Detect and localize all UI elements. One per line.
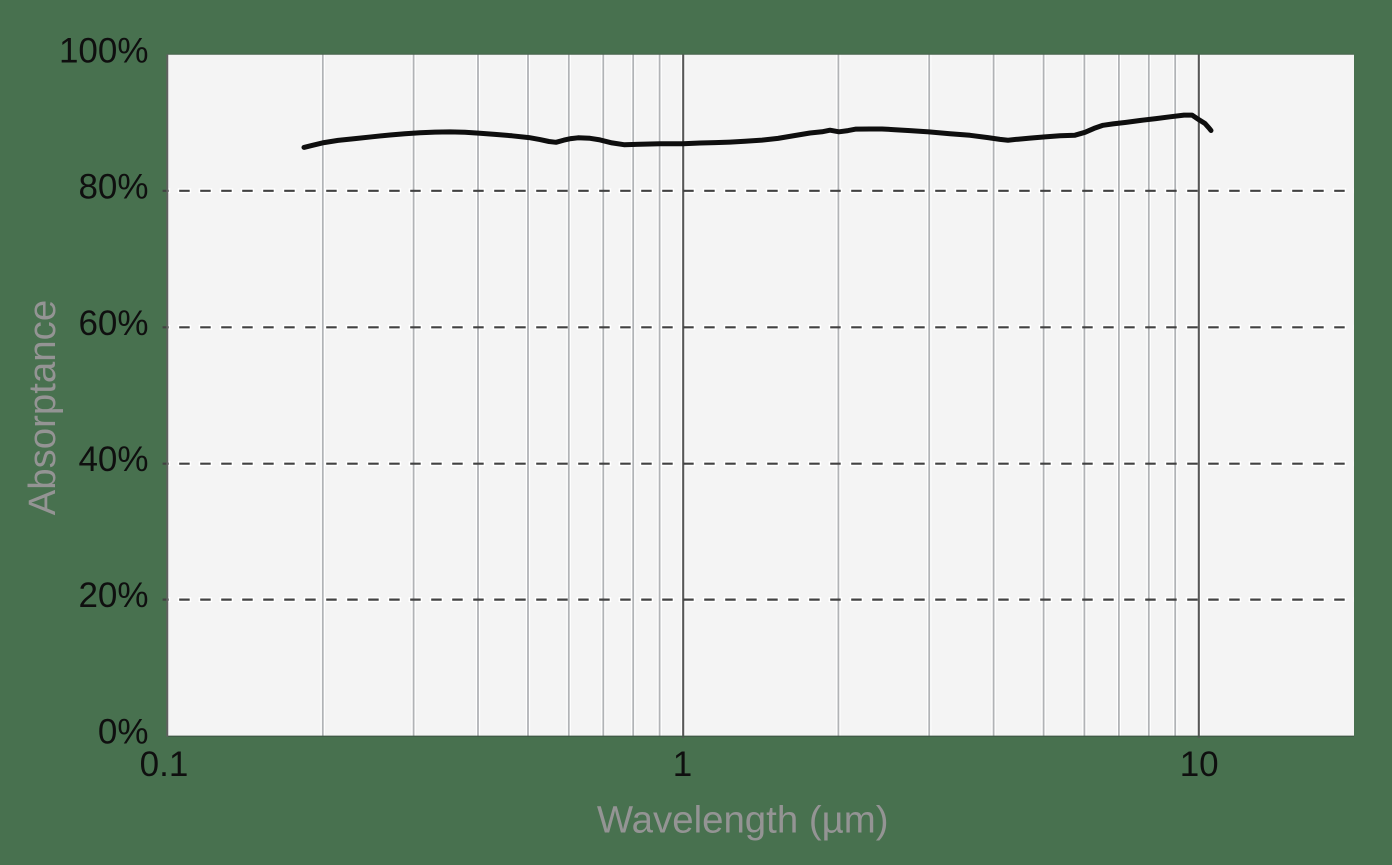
svg-text:1: 1 <box>673 745 692 784</box>
svg-text:0%: 0% <box>98 712 149 751</box>
svg-text:60%: 60% <box>78 304 148 343</box>
svg-text:Wavelength (µm): Wavelength (µm) <box>597 799 889 842</box>
svg-text:20%: 20% <box>78 576 148 615</box>
svg-text:Absorptance: Absorptance <box>21 300 64 516</box>
svg-text:40%: 40% <box>78 440 148 479</box>
svg-text:100%: 100% <box>59 32 149 71</box>
svg-text:10: 10 <box>1180 745 1219 784</box>
svg-text:0.1: 0.1 <box>140 745 189 784</box>
svg-text:80%: 80% <box>78 168 148 207</box>
